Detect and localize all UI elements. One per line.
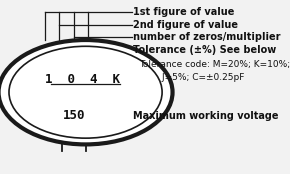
- Text: number of zeros/multiplier: number of zeros/multiplier: [133, 32, 281, 42]
- Text: Tolerance (±%) See below: Tolerance (±%) See below: [133, 45, 277, 55]
- Text: 150: 150: [63, 109, 85, 122]
- Circle shape: [0, 40, 173, 144]
- Text: 2nd figure of value: 2nd figure of value: [133, 20, 238, 30]
- Text: 1st figure of value: 1st figure of value: [133, 7, 235, 17]
- Text: J=5%; C=±0.25pF: J=5%; C=±0.25pF: [139, 73, 244, 82]
- Text: Maximum working voltage: Maximum working voltage: [133, 111, 279, 121]
- Circle shape: [9, 46, 162, 138]
- Text: Tolerance code: M=20%; K=10%;: Tolerance code: M=20%; K=10%;: [139, 60, 290, 69]
- Text: 1  0  4  K: 1 0 4 K: [45, 73, 120, 86]
